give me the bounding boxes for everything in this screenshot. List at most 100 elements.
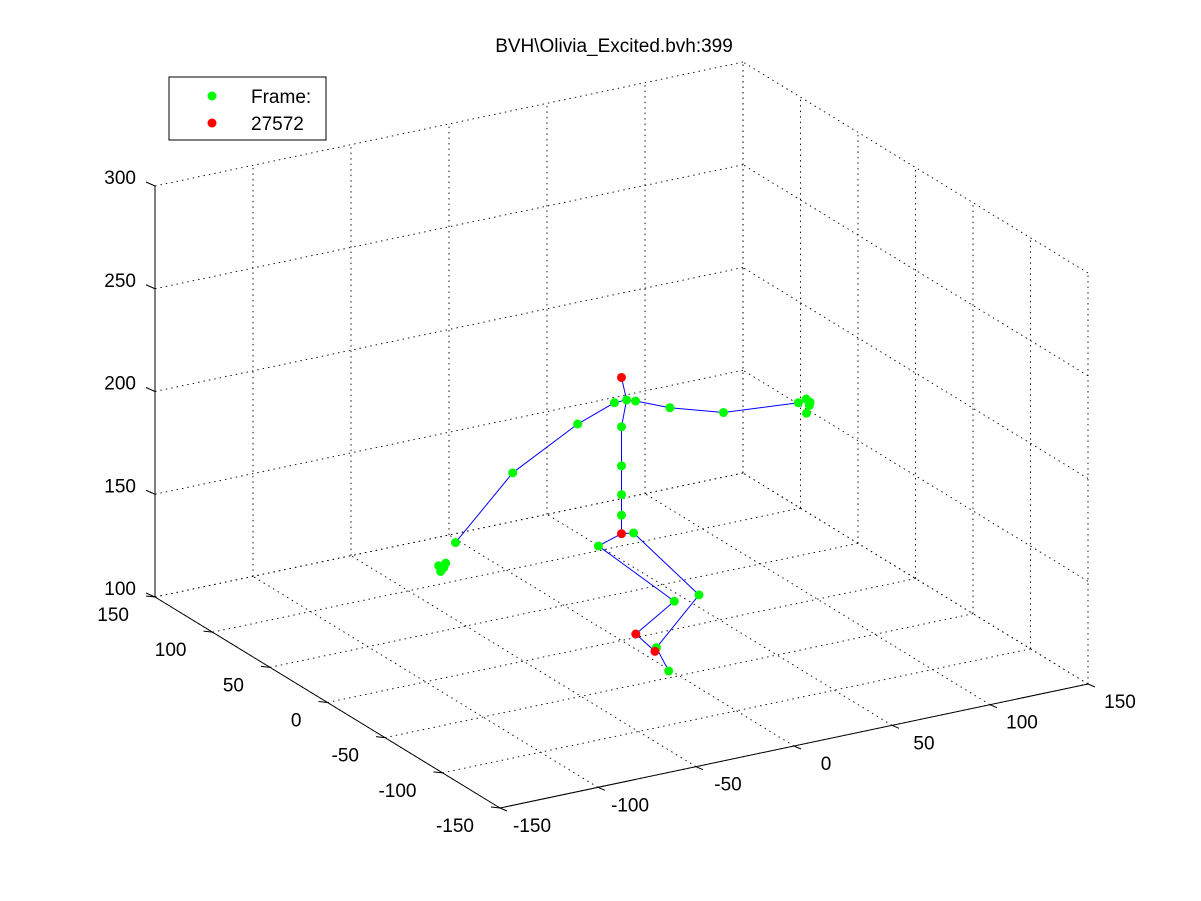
joint-point <box>665 403 675 413</box>
z-tick-label: 150 <box>104 476 136 497</box>
joint-point <box>617 422 626 432</box>
y-tick <box>433 771 443 774</box>
grid-line <box>448 534 795 747</box>
grid-line <box>212 507 801 633</box>
joint-point <box>694 590 704 600</box>
skeleton-bone <box>635 600 675 635</box>
legend-label-frame-number: 27572 <box>251 114 304 135</box>
z-tick <box>145 284 156 290</box>
joint-point <box>719 408 728 418</box>
y-tick-label: 150 <box>97 605 129 626</box>
x-tick-label: 100 <box>1006 713 1038 734</box>
grid-line <box>742 61 1089 274</box>
x-tick <box>793 745 802 750</box>
z-tick <box>145 592 156 598</box>
skeleton-bone <box>598 545 675 602</box>
x-tick-label: -150 <box>513 816 551 837</box>
grid-line <box>546 513 893 726</box>
x-tick <box>499 807 508 812</box>
skeleton-bone <box>455 472 514 543</box>
y-tick-label: -150 <box>436 816 474 837</box>
skeleton-bones <box>455 377 799 672</box>
joint-point <box>664 666 674 676</box>
grid-line <box>327 578 916 703</box>
grid-line <box>742 472 1089 685</box>
grid-line <box>742 164 1089 377</box>
joint-point <box>617 529 626 539</box>
z-tick-label: 250 <box>104 271 136 292</box>
grid-line <box>154 472 744 598</box>
joint-point <box>441 558 451 568</box>
z-tick-label: 100 <box>104 579 136 600</box>
joint-point <box>617 490 626 500</box>
skeleton-bone <box>669 407 724 414</box>
tick-labels: -150 -100 -50 0 50 100 150 -150 -100 -50 0 50 100 150… <box>97 168 1136 837</box>
joint-point <box>617 372 626 382</box>
skeleton-bone <box>656 594 700 648</box>
grid-line <box>154 267 744 392</box>
legend-box <box>168 76 327 141</box>
joint-point <box>451 538 460 548</box>
skeleton-bone <box>633 532 700 596</box>
skeleton-bone <box>512 423 579 474</box>
skeleton-bone <box>723 402 799 414</box>
joint-point <box>508 468 518 478</box>
x-tick <box>597 786 606 791</box>
z-tick <box>145 489 156 495</box>
grid-line <box>742 369 1089 582</box>
skeleton-bone <box>635 400 670 409</box>
skeleton-bone <box>621 399 628 427</box>
y-tick <box>260 665 271 668</box>
x-tick-label: 50 <box>913 733 934 754</box>
x-tick <box>695 766 704 771</box>
joint-point <box>631 629 641 639</box>
x-tick <box>1087 683 1096 688</box>
y-tick-label: 0 <box>291 711 302 732</box>
grid-line <box>442 648 1031 774</box>
x-tick-label: -100 <box>611 795 649 816</box>
joint-point <box>573 419 583 429</box>
y-tick <box>203 630 213 633</box>
x-tick-label: 0 <box>821 754 832 775</box>
axis-layer <box>145 181 1096 812</box>
y-tick <box>490 806 501 809</box>
grid-line <box>154 369 744 495</box>
grid-line <box>154 61 744 187</box>
joint-point <box>629 528 639 538</box>
legend-marker-red <box>207 118 217 128</box>
joint-point <box>793 398 803 408</box>
legend: Frame: 27572 <box>168 76 327 141</box>
joint-point <box>609 398 619 408</box>
joint-point <box>650 646 660 656</box>
joint-point <box>622 395 632 405</box>
legend-marker-green <box>207 91 217 101</box>
z-tick-label: 200 <box>104 374 136 395</box>
joint-point <box>617 461 626 471</box>
x-tick <box>989 704 998 709</box>
x-tick <box>891 724 900 729</box>
x-tick-label: 150 <box>1104 692 1136 713</box>
y-tick <box>375 736 386 739</box>
y-tick <box>318 701 328 703</box>
joint-point <box>593 541 603 551</box>
x-tick-label: -50 <box>714 775 741 796</box>
y-tick-label: -100 <box>378 781 416 802</box>
joint-point <box>631 396 641 406</box>
joint-point <box>802 408 811 418</box>
grid-line <box>350 555 697 768</box>
grid-line <box>269 542 859 668</box>
legend-label-frame: Frame: <box>251 87 311 108</box>
skeleton-joints <box>434 372 815 676</box>
joint-point <box>617 510 626 520</box>
grid-layer <box>154 61 1089 809</box>
chart-title: BVH\Olivia_Excited.bvh:399 <box>495 36 733 57</box>
skeleton-bone <box>577 402 615 425</box>
z-tick-label: 300 <box>104 168 136 189</box>
joint-point <box>805 397 815 407</box>
joint-point <box>434 561 444 571</box>
grid-line <box>742 267 1089 479</box>
y-tick-label: -50 <box>332 746 359 767</box>
grid-line <box>154 164 744 290</box>
y-tick-label: 100 <box>155 640 187 661</box>
